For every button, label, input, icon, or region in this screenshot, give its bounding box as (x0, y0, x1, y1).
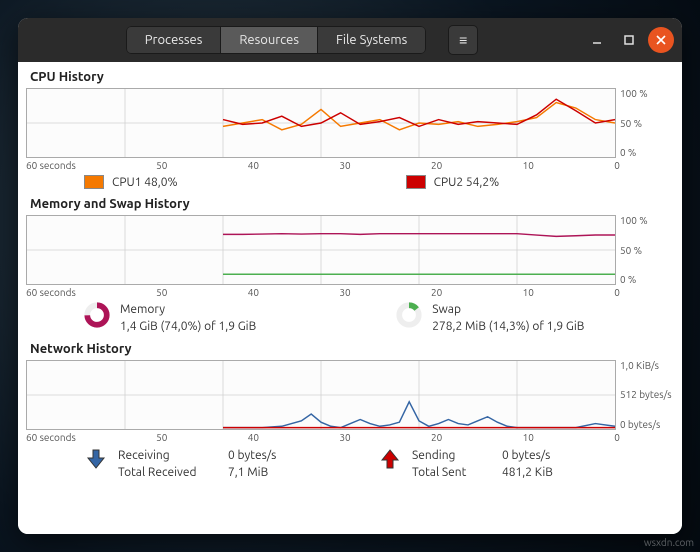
swap-detail: 278,2 MiB (14,3%) of 1,9 GiB (432, 319, 584, 336)
total-sent-value: 481,2 KiB (502, 464, 572, 481)
hamburger-menu-button[interactable]: ≡ (448, 25, 478, 55)
total-sent-label: Total Sent (412, 464, 492, 481)
cpu1-legend-item[interactable]: CPU1 48,0% (84, 175, 178, 189)
network-plot (27, 361, 615, 429)
content-area: CPU History 100 % 50 % 0 % (18, 62, 682, 534)
network-section-title: Network History (30, 342, 674, 356)
swap-legend-item[interactable]: Swap 278,2 MiB (14,3%) of 1,9 GiB (396, 302, 584, 336)
cpu1-swatch (84, 175, 104, 189)
cpu2-label: CPU2 54,2% (434, 176, 500, 189)
cpu-xaxis: 60 seconds 50 40 30 20 10 0 (26, 160, 620, 171)
memory-donut-icon (84, 302, 110, 328)
cpu-legend: CPU1 48,0% CPU2 54,2% (84, 175, 674, 189)
memory-legend: Memory 1,4 GiB (74,0%) of 1,9 GiB Swap 2… (84, 302, 674, 336)
memory-ylabels: 100 % 50 % 0 % (620, 215, 674, 285)
receiving-legend-item[interactable]: Receiving Total Received 0 bytes/s 7,1 M… (84, 447, 298, 482)
memory-chart (26, 215, 616, 285)
cpu-chart (26, 88, 616, 158)
memory-section-title: Memory and Swap History (30, 197, 674, 211)
maximize-button[interactable] (616, 27, 642, 53)
system-monitor-window: Processes Resources File Systems ≡ CPU H… (18, 18, 682, 534)
cpu2-swatch (406, 175, 426, 189)
close-button[interactable] (648, 27, 674, 53)
cpu-plot (27, 89, 615, 157)
receiving-rate: 0 bytes/s (228, 447, 298, 464)
memory-label: Memory (120, 302, 256, 319)
tab-file-systems[interactable]: File Systems (318, 26, 426, 54)
memory-plot (27, 216, 615, 284)
cpu2-legend-item[interactable]: CPU2 54,2% (406, 175, 500, 189)
close-icon (656, 35, 666, 45)
network-xaxis: 60 seconds 50 40 30 20 10 0 (26, 432, 620, 443)
swap-label: Swap (432, 302, 584, 319)
swap-donut-icon (396, 302, 422, 328)
total-received-value: 7,1 MiB (228, 464, 298, 481)
memory-xaxis: 60 seconds 50 40 30 20 10 0 (26, 287, 620, 298)
total-received-label: Total Received (118, 464, 218, 481)
network-ylabels: 1,0 KiB/s 512 bytes/s 0 bytes/s (620, 360, 674, 430)
watermark: wsxdn.com (644, 537, 694, 548)
hamburger-icon: ≡ (459, 32, 467, 48)
minimize-icon (591, 34, 603, 46)
maximize-icon (623, 34, 635, 46)
cpu-ylabels: 100 % 50 % 0 % (620, 88, 674, 158)
sending-legend-item[interactable]: Sending Total Sent 0 bytes/s 481,2 KiB (378, 447, 572, 482)
cpu1-label: CPU1 48,0% (112, 176, 178, 189)
sending-rate: 0 bytes/s (502, 447, 572, 464)
upload-arrow-icon (378, 447, 402, 471)
receiving-label: Receiving (118, 447, 218, 464)
cpu-section-title: CPU History (30, 70, 674, 84)
view-tabs: Processes Resources File Systems (126, 26, 426, 54)
memory-detail: 1,4 GiB (74,0%) of 1,9 GiB (120, 319, 256, 336)
network-legend: Receiving Total Received 0 bytes/s 7,1 M… (84, 447, 674, 482)
tab-processes[interactable]: Processes (126, 26, 221, 54)
minimize-button[interactable] (584, 27, 610, 53)
download-arrow-icon (84, 447, 108, 471)
memory-legend-item[interactable]: Memory 1,4 GiB (74,0%) of 1,9 GiB (84, 302, 256, 336)
network-chart (26, 360, 616, 430)
titlebar: Processes Resources File Systems ≡ (18, 18, 682, 62)
sending-label: Sending (412, 447, 492, 464)
tab-resources[interactable]: Resources (220, 26, 318, 54)
